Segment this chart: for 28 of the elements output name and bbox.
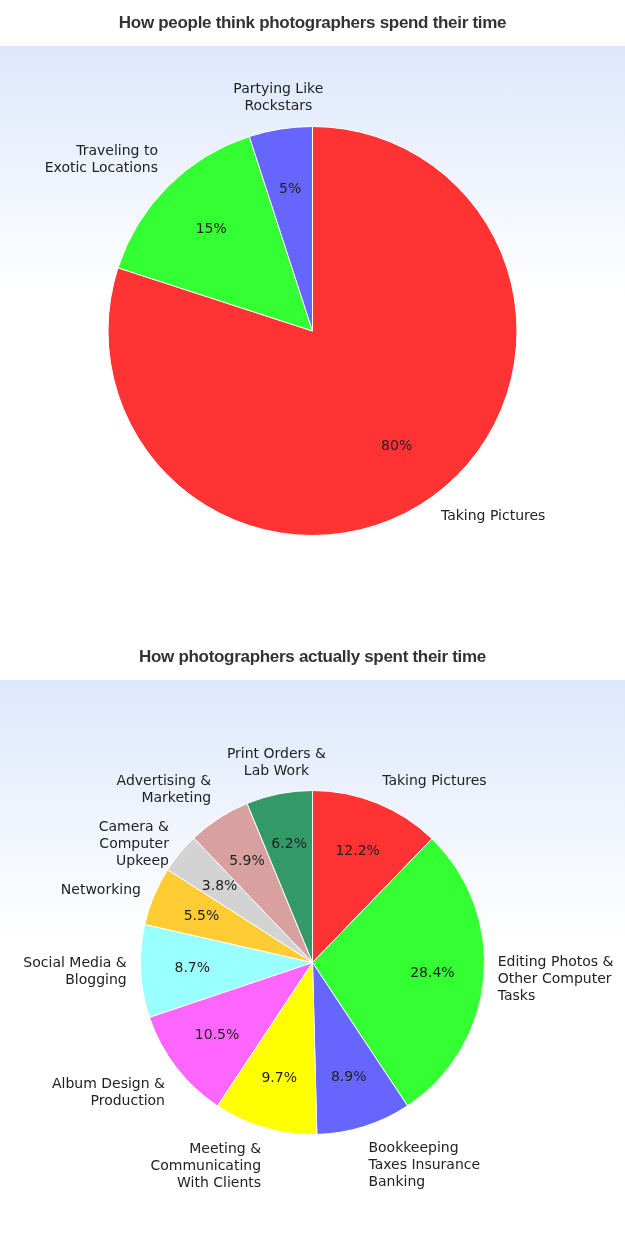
data-label: 80% (381, 437, 413, 454)
slice-label: Meeting & Communicating With Clients (150, 1140, 262, 1191)
slice-label: Advertising & Marketing (116, 771, 212, 805)
data-label: 3.8% (201, 876, 238, 893)
data-label: 12.2% (335, 841, 380, 858)
slice-label: Social Media & Blogging (23, 954, 127, 987)
chart-title: How people think photographers spend their time (0, 0, 625, 46)
data-label: 15% (195, 220, 227, 237)
slice-label: Networking (60, 881, 141, 898)
slice-label: Taking Pictures (381, 772, 487, 789)
slice-label: Editing Photos & Other Computer Tasks (496, 953, 614, 1004)
data-label: 28.4% (410, 964, 455, 981)
data-label: 6.2% (271, 835, 307, 852)
slice-label: Camera & Computer Upkeep (98, 817, 170, 868)
data-label: 5% (279, 180, 302, 197)
data-label: 5.5% (183, 906, 220, 923)
slice-label: Bookkeeping Taxes Insurance Banking (367, 1139, 481, 1190)
slice-label: Taking Pictures (439, 506, 546, 523)
chart-title: How photographers actually spent their time (0, 634, 625, 680)
data-label: 8.9% (330, 1067, 367, 1084)
slice-label: Partying Like Rockstars (233, 80, 324, 114)
data-label: 9.7% (261, 1068, 297, 1085)
slice-label: Traveling to Exotic Locations (44, 141, 158, 175)
data-label: 10.5% (194, 1026, 240, 1043)
slice-label: Print Orders & Lab Work (226, 745, 327, 779)
data-label: 5.9% (229, 852, 265, 869)
data-label: 8.7% (174, 959, 211, 976)
slice-label: Album Design & Production (51, 1074, 166, 1108)
